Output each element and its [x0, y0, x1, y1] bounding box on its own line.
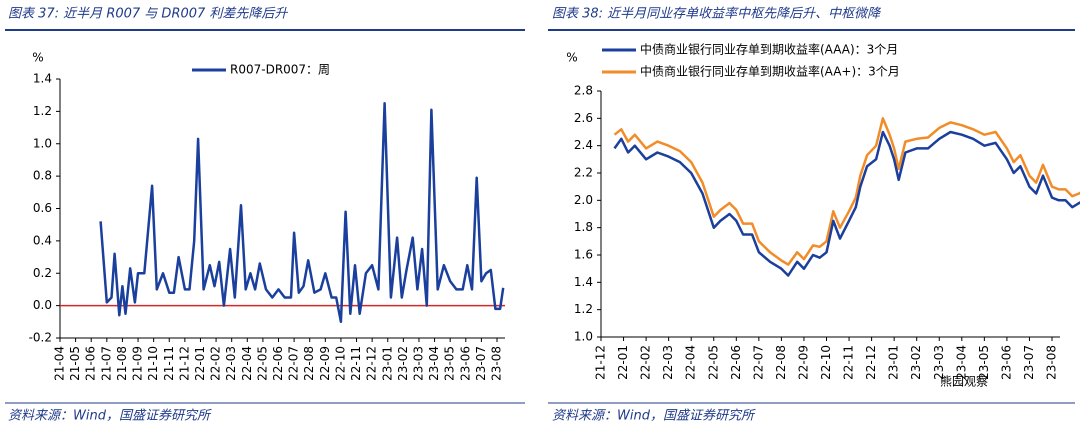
- x-tick-label: 21-12: [177, 346, 191, 381]
- x-tick-label: 22-10: [819, 345, 833, 380]
- source: 资料来源：Wind，国盛证券研究所: [8, 408, 212, 424]
- source: 资料来源：Wind，国盛证券研究所: [552, 408, 756, 424]
- x-tick-label: 22-03: [661, 345, 675, 380]
- x-tick-label: 22-06: [271, 346, 285, 381]
- x-tick-label: 22-05: [706, 345, 720, 380]
- x-tick-label: 23-01: [380, 346, 394, 381]
- line-series: [613, 130, 1080, 277]
- y-tick-label: 0.0: [33, 298, 52, 312]
- x-tick-label: 21-11: [162, 346, 176, 381]
- y-tick-label: -0.2: [29, 331, 52, 345]
- x-tick-label: 22-01: [193, 346, 207, 381]
- y-tick-label: 0.6: [33, 201, 52, 215]
- x-tick-label: 21-05: [68, 346, 82, 381]
- x-tick-label: 23-04: [427, 346, 441, 381]
- x-tick-label: 21-10: [146, 346, 160, 381]
- watermark: 熊园观察: [940, 374, 988, 389]
- x-tick-label: 22-02: [639, 345, 653, 380]
- line-series: [613, 117, 1080, 266]
- x-tick-label: 21-04: [53, 346, 67, 381]
- x-tick-label: 22-10: [333, 346, 347, 381]
- y-tick-label: 2.2: [574, 166, 593, 180]
- x-tick-label: 22-11: [842, 345, 856, 380]
- y-tick-label: 1.2: [574, 302, 593, 316]
- x-tick-label: 22-09: [318, 346, 332, 381]
- line-series: [99, 102, 505, 324]
- y-tick-label: 2.6: [574, 111, 593, 125]
- x-tick-label: 22-07: [287, 346, 301, 381]
- y-tick-label: 2.4: [574, 138, 593, 152]
- y-unit: %: [566, 51, 577, 65]
- x-tick-label: 22-03: [224, 346, 238, 381]
- chart-title: 图表 38: 近半月同业存单收益率中枢先降后升、中枢微降: [552, 6, 882, 22]
- x-tick-label: 23-01: [887, 345, 901, 380]
- y-unit: %: [32, 51, 43, 65]
- x-tick-label: 22-11: [349, 346, 363, 381]
- y-tick-label: 0.2: [33, 266, 52, 280]
- x-tick-label: 23-03: [411, 346, 425, 381]
- x-tick-label: 22-07: [751, 345, 765, 380]
- legend-label: R007-DR007：周: [230, 63, 330, 77]
- x-tick-label: 21-09: [131, 346, 145, 381]
- x-tick-label: 22-05: [255, 346, 269, 381]
- y-tick-label: 0.8: [33, 169, 52, 183]
- x-tick-label: 21-12: [594, 345, 608, 380]
- x-tick-label: 23-08: [490, 346, 504, 381]
- y-tick-label: 0.4: [33, 233, 52, 247]
- y-tick-label: 1.4: [33, 72, 52, 86]
- x-tick-label: 23-07: [1022, 345, 1036, 380]
- x-tick-label: 23-05: [443, 346, 457, 381]
- x-tick-label: 22-01: [616, 345, 630, 380]
- y-tick-label: 1.6: [574, 248, 593, 262]
- x-tick-label: 21-07: [99, 346, 113, 381]
- x-tick-label: 23-06: [999, 345, 1013, 380]
- y-tick-label: 1.0: [574, 330, 593, 344]
- x-tick-label: 23-02: [396, 346, 410, 381]
- x-tick-label: 23-06: [458, 346, 472, 381]
- y-tick-label: 2.8: [574, 84, 593, 98]
- x-tick-label: 22-08: [774, 345, 788, 380]
- x-tick-label: 22-04: [684, 345, 698, 380]
- x-tick-label: 22-06: [729, 345, 743, 380]
- y-tick-label: 2.0: [574, 193, 593, 207]
- y-tick-label: 1.0: [33, 136, 52, 150]
- chart-title: 图表 37: 近半月 R007 与 DR007 利差先降后升: [8, 7, 288, 22]
- x-tick-label: 22-12: [864, 345, 878, 380]
- x-tick-label: 22-08: [302, 346, 316, 381]
- x-tick-label: 22-02: [209, 346, 223, 381]
- x-tick-label: 22-09: [796, 345, 810, 380]
- y-tick-label: 1.2: [33, 104, 52, 118]
- legend-label: 中债商业银行同业存单到期收益率(AA+)：3个月: [640, 64, 900, 79]
- x-tick-label: 22-12: [365, 346, 379, 381]
- y-tick-label: 1.4: [574, 275, 593, 289]
- x-tick-label: 21-06: [84, 346, 98, 381]
- x-tick-label: 23-05: [977, 345, 991, 380]
- x-tick-label: 23-04: [954, 345, 968, 380]
- x-tick-label: 22-04: [240, 346, 254, 381]
- legend-label: 中债商业银行同业存单到期收益率(AAA)：3个月: [640, 42, 898, 57]
- x-tick-label: 23-03: [932, 345, 946, 380]
- y-tick-label: 1.8: [574, 220, 593, 234]
- x-tick-label: 23-08: [1045, 345, 1059, 380]
- x-tick-label: 23-07: [474, 346, 488, 381]
- x-tick-label: 23-02: [909, 345, 923, 380]
- x-tick-label: 21-08: [115, 346, 129, 381]
